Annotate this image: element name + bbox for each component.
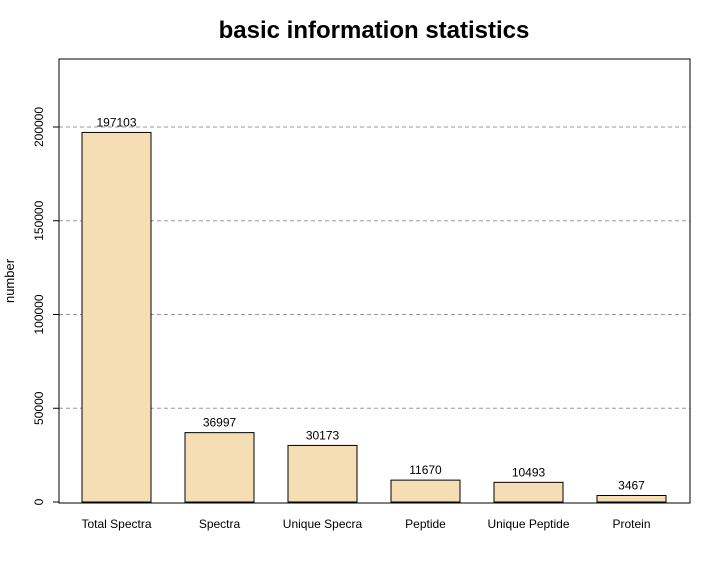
data-label: 10493 (512, 465, 546, 479)
y-tick-label: 200000 (32, 107, 46, 147)
category-label: Total Spectra (81, 517, 151, 531)
bar (596, 494, 667, 503)
category-labels: Total Spectra Spectra Unique Specra Peptide… (81, 517, 650, 531)
y-tick-label: 0 (32, 498, 46, 505)
data-label: 197103 (96, 115, 136, 129)
category-label: Unique Peptide (487, 517, 569, 531)
bar (390, 479, 461, 503)
data-label: 30173 (306, 428, 340, 442)
y-tick-label: 50000 (32, 391, 46, 425)
data-label: 36997 (203, 416, 237, 430)
bar (81, 131, 152, 503)
category-label: Peptide (405, 517, 446, 531)
bar (493, 481, 564, 503)
data-labels: 197103 36997 30173 11670 10493 3467 (96, 115, 645, 492)
category-label: Protein (612, 517, 650, 531)
bar (184, 432, 255, 503)
chart-title: basic information statistics (219, 17, 530, 44)
category-label: Unique Specra (283, 517, 363, 531)
bar (287, 444, 358, 503)
data-label: 3467 (618, 478, 645, 492)
plot-frame (58, 58, 691, 504)
bars (81, 131, 667, 503)
y-axis-ticks: 0 50000 100000 150000 200000 (32, 107, 59, 505)
y-axis-label: number (2, 258, 17, 303)
y-tick-label: 150000 (32, 200, 46, 240)
data-label: 11670 (409, 463, 442, 477)
grid-lines (59, 126, 690, 409)
y-tick-label: 100000 (32, 294, 46, 334)
category-label: Spectra (199, 517, 241, 531)
